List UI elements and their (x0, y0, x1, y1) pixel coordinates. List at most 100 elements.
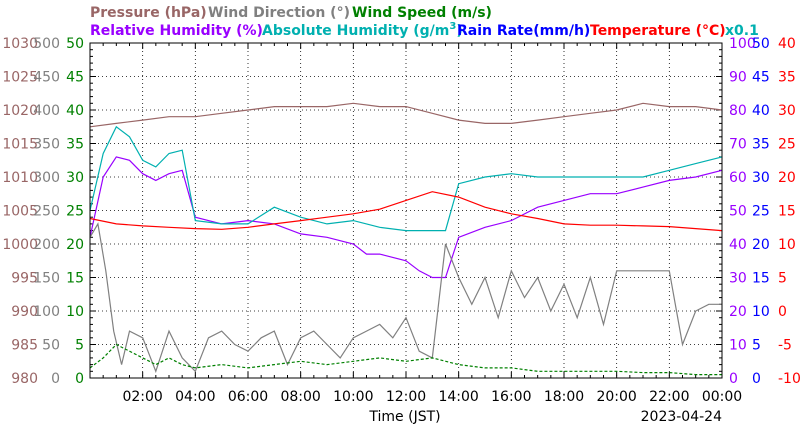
y-tick-label: 0 (51, 371, 60, 387)
y-tick-label: 150 (33, 271, 60, 287)
y-tick-label: 25 (66, 204, 84, 220)
legend-relative-humidity: Relative Humidity (%) (90, 23, 263, 39)
y-tick-label: 70 (729, 137, 747, 153)
y-tick-label: 10 (778, 237, 796, 253)
y-tick-label: 25 (752, 204, 770, 220)
y-tick-label: 400 (33, 103, 60, 119)
y-tick-label: 30 (752, 170, 770, 186)
series-wind_speed (89, 343, 722, 376)
series-abs_humidity (89, 125, 723, 232)
legend-rain-rate: Rain Rate(mm/h) (457, 23, 590, 39)
y-tick-label: 30 (66, 170, 84, 186)
y-tick-label: 300 (33, 170, 60, 186)
series-wind_direction (89, 222, 722, 374)
y-tick-label: -10 (778, 371, 800, 387)
y-tick-label: 35 (752, 137, 770, 153)
y-tick-label: 995 (11, 271, 38, 287)
y-tick-label: 0 (75, 371, 84, 387)
y-tick-label: 15 (778, 204, 796, 220)
legend-wind-speed: Wind Speed (m/s) (352, 5, 492, 21)
x-tick-label: 10:00 (333, 389, 373, 405)
x-tick-label: 14:00 (438, 389, 478, 405)
y-tick-label: 5 (75, 338, 84, 354)
y-tick-label: 25 (778, 137, 796, 153)
y-tick-label: 0 (729, 371, 738, 387)
grid-lines (89, 42, 723, 379)
abs-humidity-label: Absolute Humidity (g/m (262, 23, 449, 39)
y-tick-label: 1005 (2, 204, 38, 220)
plot-frame (89, 42, 723, 379)
y-tick-label: 90 (729, 70, 747, 86)
y-tick-label: 1015 (2, 137, 38, 153)
legend-absolute-humidity: Absolute Humidity (g/m3) (262, 21, 463, 39)
y-tick-label: 500 (33, 36, 60, 52)
legend-abs-humidity-scale: x0.1 (725, 23, 759, 39)
y-tick-label: -5 (778, 338, 792, 354)
y-tick-label: 20 (752, 237, 770, 253)
x-tick-label: 12:00 (386, 389, 426, 405)
abs-humidity-superscript: 3 (449, 21, 456, 32)
y-tick-label: 40 (778, 36, 796, 52)
x-tick-label: 16:00 (491, 389, 531, 405)
series-lines (89, 102, 723, 376)
x-tick-label: 20:00 (596, 389, 636, 405)
y-tick-label: 990 (11, 304, 38, 320)
y-tick-label: 100 (729, 36, 756, 52)
y-tick-label: 1025 (2, 70, 38, 86)
y-tick-label: 1030 (2, 36, 38, 52)
y-tick-label: 20 (66, 237, 84, 253)
y-tick-label: 15 (66, 271, 84, 287)
y-tick-label: 250 (33, 204, 60, 220)
y-tick-label: 45 (752, 70, 770, 86)
y-tick-label: 1000 (2, 237, 38, 253)
y-tick-label: 450 (33, 70, 60, 86)
y-tick-label: 10 (729, 338, 747, 354)
y-tick-label: 40 (66, 103, 84, 119)
y-tick-label: 50 (752, 36, 770, 52)
y-tick-label: 50 (42, 338, 60, 354)
x-axis-label: Time (JST) (368, 409, 440, 425)
y-tick-label: 1020 (2, 103, 38, 119)
x-tick-label: 22:00 (649, 389, 689, 405)
y-tick-label: 40 (729, 237, 747, 253)
series-temperature (89, 191, 723, 232)
y-tick-label: 980 (11, 371, 38, 387)
x-tick-label: 04:00 (175, 389, 215, 405)
series-pressure (89, 102, 723, 128)
abs-humidity-close: ) (456, 23, 462, 39)
y-tick-label: 15 (752, 271, 770, 287)
legend: Pressure (hPa) Wind Direction (°) Wind S… (90, 5, 759, 39)
legend-temperature: Temperature (°C) (590, 23, 726, 39)
x-tick-label: 00:00 (702, 389, 742, 405)
y-tick-label: 350 (33, 137, 60, 153)
y-tick-label: 35 (778, 70, 796, 86)
y-tick-label: 20 (729, 304, 747, 320)
y-tick-label: 5 (778, 271, 787, 287)
y-tick-label: 200 (33, 237, 60, 253)
y-tick-label: 985 (11, 338, 38, 354)
y-tick-label: 1010 (2, 170, 38, 186)
x-tick-labels: 02:00 04:00 06:00 08:00 10:00 12:00 14:00 16:00… (122, 389, 742, 405)
y-tick-label: 30 (778, 103, 796, 119)
legend-wind-direction: Wind Direction (°) (208, 5, 350, 21)
series-humidity (89, 156, 723, 279)
y-tick-label: 20 (778, 170, 796, 186)
x-tick-label: 06:00 (228, 389, 268, 405)
y-tick-label: 0 (778, 304, 787, 320)
y-axes: 9809859909951000100510101015102010251030… (2, 36, 800, 387)
y-tick-label: 10 (66, 304, 84, 320)
y-tick-label: 50 (729, 204, 747, 220)
x-tick-label: 18:00 (544, 389, 584, 405)
y-tick-label: 80 (729, 103, 747, 119)
x-tick-label: 02:00 (122, 389, 162, 405)
y-tick-label: 60 (729, 170, 747, 186)
date-label: 2023-04-24 (641, 409, 722, 425)
x-tick-label: 08:00 (280, 389, 320, 405)
y-tick-label: 10 (752, 304, 770, 320)
y-tick-label: 100 (33, 304, 60, 320)
y-tick-label: 50 (66, 36, 84, 52)
y-tick-label: 30 (729, 271, 747, 287)
y-tick-label: 0 (752, 371, 761, 387)
y-tick-label: 35 (66, 137, 84, 153)
